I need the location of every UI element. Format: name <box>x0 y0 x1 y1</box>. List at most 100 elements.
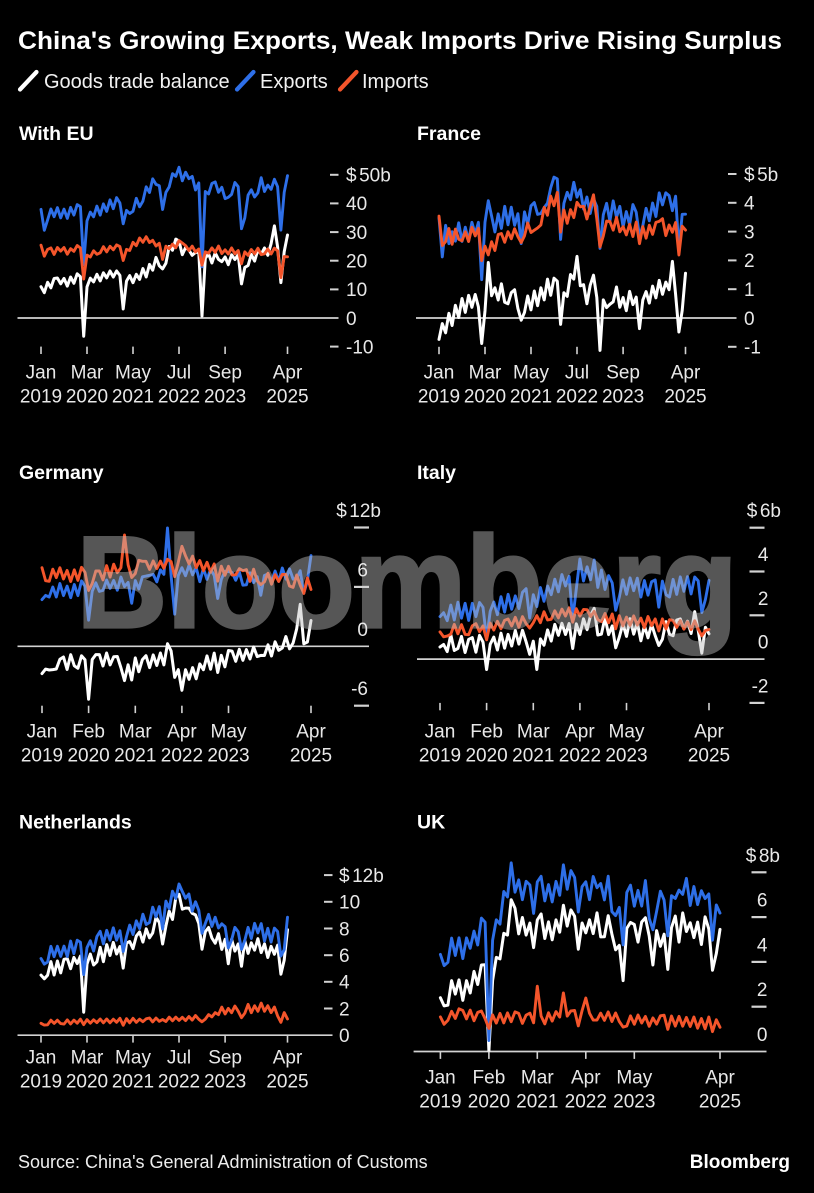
svg-text:-2: -2 <box>752 676 769 697</box>
svg-text:2021: 2021 <box>114 746 156 767</box>
svg-text:Feb: Feb <box>72 722 105 743</box>
svg-text:2022: 2022 <box>556 387 598 408</box>
svg-text:Apr: Apr <box>565 722 595 743</box>
svg-text:May: May <box>609 722 645 743</box>
svg-text:4: 4 <box>758 545 769 566</box>
svg-text:2019: 2019 <box>20 387 62 408</box>
svg-text:-10: -10 <box>346 337 373 358</box>
svg-text:2020: 2020 <box>465 746 507 767</box>
svg-text:2025: 2025 <box>290 746 332 767</box>
svg-text:2025: 2025 <box>699 1092 741 1113</box>
svg-text:Jan: Jan <box>27 722 58 743</box>
svg-text:Apr: Apr <box>296 722 326 743</box>
svg-text:3: 3 <box>744 222 755 243</box>
svg-text:20: 20 <box>346 252 367 273</box>
svg-text:2023: 2023 <box>605 746 647 767</box>
svg-text:Jan: Jan <box>425 722 456 743</box>
svg-text:0: 0 <box>757 1025 768 1046</box>
svg-text:2019: 2019 <box>418 387 460 408</box>
svg-text:May: May <box>616 1068 652 1089</box>
svg-text:Exports: Exports <box>260 71 328 93</box>
svg-text:May: May <box>115 363 151 384</box>
svg-text:2019: 2019 <box>21 746 63 767</box>
svg-text:May: May <box>211 722 247 743</box>
svg-text:$12b: $12b <box>336 501 381 522</box>
svg-text:2022: 2022 <box>161 746 203 767</box>
svg-text:2023: 2023 <box>207 746 249 767</box>
svg-text:2019: 2019 <box>20 1072 62 1093</box>
svg-text:2: 2 <box>758 589 769 610</box>
svg-text:Apr: Apr <box>273 363 303 384</box>
svg-text:2025: 2025 <box>266 1072 308 1093</box>
svg-text:UK: UK <box>417 812 445 834</box>
svg-text:$12b: $12b <box>339 866 384 887</box>
svg-text:4: 4 <box>339 973 350 994</box>
svg-text:2: 2 <box>744 251 755 272</box>
svg-text:Apr: Apr <box>273 1048 303 1069</box>
svg-text:Italy: Italy <box>417 462 456 484</box>
svg-text:Bloomberg: Bloomberg <box>690 1152 790 1173</box>
svg-text:2025: 2025 <box>688 746 730 767</box>
svg-text:2021: 2021 <box>516 1092 558 1113</box>
svg-text:China's Growing Exports, Weak: China's Growing Exports, Weak Imports Dr… <box>18 27 782 55</box>
svg-text:10: 10 <box>339 893 360 914</box>
svg-text:Apr: Apr <box>671 363 701 384</box>
svg-text:$6b: $6b <box>747 501 781 522</box>
svg-text:Feb: Feb <box>473 1068 506 1089</box>
svg-text:May: May <box>115 1048 151 1069</box>
svg-text:-1: -1 <box>744 338 761 359</box>
svg-text:2021: 2021 <box>512 746 554 767</box>
svg-text:4: 4 <box>744 194 755 215</box>
svg-text:1: 1 <box>744 280 755 301</box>
svg-text:Jul: Jul <box>565 363 589 384</box>
svg-text:Mar: Mar <box>71 363 104 384</box>
svg-text:4: 4 <box>757 935 768 956</box>
svg-text:Mar: Mar <box>517 722 550 743</box>
svg-text:Source: China's General Admini: Source: China's General Administration o… <box>18 1152 428 1172</box>
svg-text:2022: 2022 <box>565 1092 607 1113</box>
svg-text:-6: -6 <box>351 679 368 700</box>
svg-text:2022: 2022 <box>158 387 200 408</box>
svg-text:France: France <box>417 123 481 145</box>
svg-text:0: 0 <box>744 309 755 330</box>
svg-text:Jan: Jan <box>26 363 57 384</box>
svg-text:2020: 2020 <box>66 1072 108 1093</box>
svg-text:Imports: Imports <box>362 71 429 93</box>
svg-text:2: 2 <box>757 980 768 1001</box>
svg-text:Mar: Mar <box>119 722 152 743</box>
svg-text:2: 2 <box>339 999 350 1020</box>
svg-text:Jul: Jul <box>167 1048 191 1069</box>
svg-text:With EU: With EU <box>19 123 94 145</box>
svg-text:$50b: $50b <box>346 166 391 187</box>
svg-text:Mar: Mar <box>469 363 502 384</box>
svg-text:6: 6 <box>339 946 350 967</box>
svg-text:2021: 2021 <box>112 387 154 408</box>
svg-text:Mar: Mar <box>521 1068 554 1089</box>
svg-text:2022: 2022 <box>158 1072 200 1093</box>
svg-text:0: 0 <box>758 633 769 654</box>
svg-text:May: May <box>513 363 549 384</box>
svg-text:30: 30 <box>346 223 367 244</box>
svg-text:Netherlands: Netherlands <box>19 812 132 834</box>
svg-text:Jan: Jan <box>424 363 455 384</box>
svg-text:2025: 2025 <box>266 387 308 408</box>
svg-text:2023: 2023 <box>613 1092 655 1113</box>
svg-text:$8b: $8b <box>746 846 780 867</box>
svg-text:2020: 2020 <box>468 1092 510 1113</box>
svg-text:2023: 2023 <box>602 387 644 408</box>
svg-text:Goods trade balance: Goods trade balance <box>44 71 230 93</box>
svg-text:Jan: Jan <box>26 1048 57 1069</box>
svg-text:2019: 2019 <box>419 746 461 767</box>
svg-text:2025: 2025 <box>664 387 706 408</box>
svg-text:Apr: Apr <box>167 722 197 743</box>
svg-text:2020: 2020 <box>66 387 108 408</box>
svg-text:Jul: Jul <box>167 363 191 384</box>
svg-text:40: 40 <box>346 194 367 215</box>
svg-text:2019: 2019 <box>419 1092 461 1113</box>
svg-text:2020: 2020 <box>67 746 109 767</box>
svg-text:0: 0 <box>346 309 357 330</box>
svg-text:2022: 2022 <box>559 746 601 767</box>
svg-text:8: 8 <box>339 919 350 940</box>
svg-text:Apr: Apr <box>705 1068 735 1089</box>
svg-text:Bloomberg: Bloomberg <box>77 510 738 656</box>
